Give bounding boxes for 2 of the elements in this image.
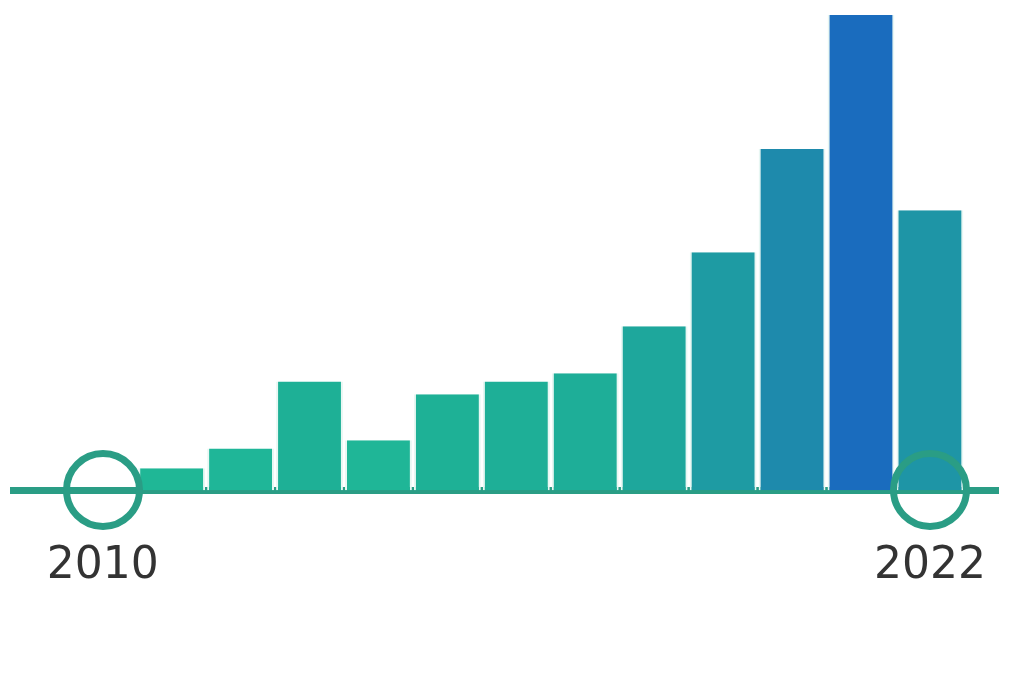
x-tick-label: 2010	[46, 537, 159, 589]
x-tick-label: 2022	[873, 537, 986, 589]
